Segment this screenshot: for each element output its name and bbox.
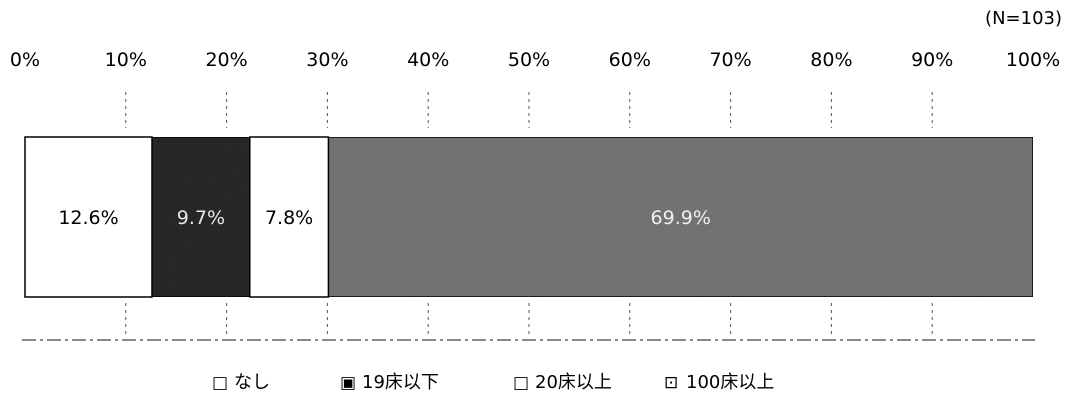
- bar-segment: [24, 136, 153, 298]
- x-tick-label: 100%: [1006, 49, 1060, 71]
- legend-marker: □: [513, 373, 529, 393]
- x-axis-ticks: 0% 10% 20% 30% 40% 50% 60% 70% 80% 90% 100%: [10, 49, 1060, 71]
- data-label: 12.6%: [58, 207, 118, 229]
- bar-segments: [24, 136, 1034, 298]
- x-tick-label: 0%: [10, 49, 40, 71]
- data-label: 69.9%: [651, 207, 711, 229]
- legend-marker: □: [212, 373, 228, 393]
- x-tick-label: 80%: [810, 49, 852, 71]
- legend-marker: ▣: [340, 373, 356, 393]
- x-tick-label: 40%: [407, 49, 449, 71]
- x-tick-label: 70%: [709, 49, 751, 71]
- legend-label: 19床以下: [362, 372, 439, 393]
- n-label: (N=103): [985, 8, 1062, 29]
- x-tick-label: 50%: [508, 49, 550, 71]
- x-tick-label: 90%: [911, 49, 953, 71]
- x-tick-label: 60%: [609, 49, 651, 71]
- legend-marker: ⊡: [664, 373, 678, 393]
- x-tick-label: 20%: [205, 49, 247, 71]
- legend-label: なし: [234, 372, 270, 393]
- legend-label: 20床以上: [535, 372, 612, 393]
- data-labels: 12.6% 9.7% 7.8% 69.9%: [58, 207, 711, 229]
- bar-segment: [327, 136, 1034, 298]
- legend: □ なし ▣ 19床以下 □ 20床以上 ⊡ 100床以上: [212, 372, 774, 393]
- legend-label: 100床以上: [686, 372, 774, 393]
- gridlines: [125, 92, 933, 334]
- data-label: 9.7%: [177, 207, 225, 229]
- x-tick-label: 30%: [306, 49, 348, 71]
- data-label: 7.8%: [265, 207, 313, 229]
- x-tick-label: 10%: [105, 49, 147, 71]
